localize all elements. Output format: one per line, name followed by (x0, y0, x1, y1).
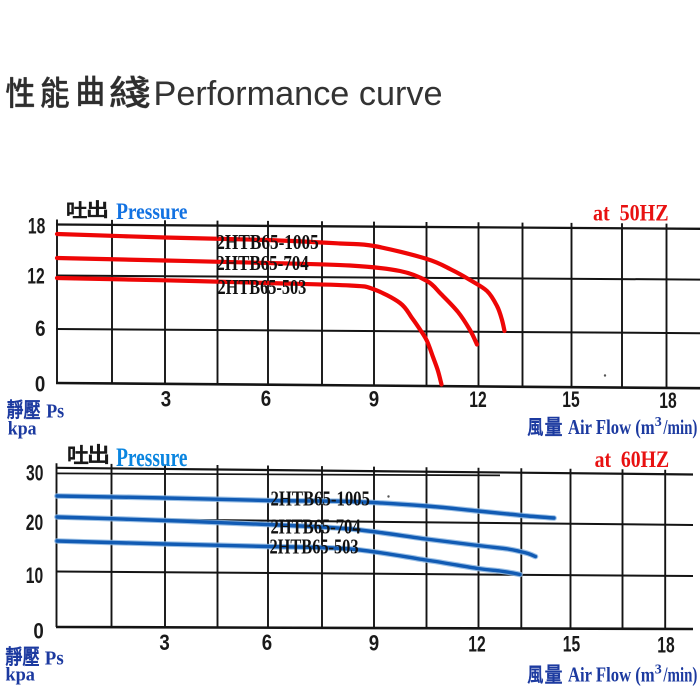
svg-text:18: 18 (657, 633, 674, 658)
svg-text:Pressure: Pressure (116, 443, 187, 472)
svg-text:3: 3 (161, 387, 171, 412)
svg-text:10: 10 (26, 563, 43, 588)
svg-text:Air Flow (m: Air Flow (m (568, 663, 655, 687)
svg-text:kpa: kpa (8, 420, 37, 440)
svg-text:at 60HZ: at 60HZ (595, 447, 670, 473)
svg-text:2HTB65-1005: 2HTB65-1005 (271, 487, 370, 511)
svg-text:/min): /min) (663, 415, 698, 439)
svg-text:0: 0 (35, 372, 45, 397)
svg-text:15: 15 (563, 632, 580, 657)
svg-text:6: 6 (262, 630, 272, 655)
svg-text:Ps: Ps (45, 647, 64, 669)
svg-text:3: 3 (655, 415, 662, 430)
svg-text:Air Flow (m: Air Flow (m (568, 415, 655, 439)
svg-text:3: 3 (159, 630, 169, 655)
svg-text:12: 12 (27, 263, 44, 288)
svg-text:12: 12 (468, 632, 485, 657)
svg-text:2HTB65-704: 2HTB65-704 (271, 515, 361, 539)
svg-text:Performance curve: Performance curve (154, 75, 443, 113)
svg-text:/min): /min) (663, 663, 698, 687)
svg-text:6: 6 (35, 316, 45, 341)
svg-text:0: 0 (33, 618, 43, 643)
svg-text:30: 30 (26, 460, 43, 485)
svg-text:at 50HZ: at 50HZ (593, 201, 669, 227)
svg-text:6: 6 (261, 386, 271, 411)
svg-text:9: 9 (369, 387, 379, 412)
svg-text:18: 18 (659, 388, 676, 413)
svg-text:kpa: kpa (5, 666, 35, 686)
svg-text:20: 20 (26, 510, 43, 535)
svg-text:2HTB65-704: 2HTB65-704 (216, 251, 309, 275)
svg-text:Pressure: Pressure (116, 199, 187, 224)
svg-text:12: 12 (469, 387, 486, 412)
svg-text:3: 3 (655, 662, 662, 677)
svg-text:2HTB65-1005: 2HTB65-1005 (216, 230, 318, 254)
svg-text:18: 18 (28, 214, 45, 239)
svg-text:2HTB65-503: 2HTB65-503 (270, 534, 359, 558)
svg-text:15: 15 (562, 387, 579, 412)
svg-text:Ps: Ps (46, 400, 64, 422)
svg-text:9: 9 (369, 631, 379, 656)
svg-text:2HTB65-503: 2HTB65-503 (218, 275, 307, 299)
